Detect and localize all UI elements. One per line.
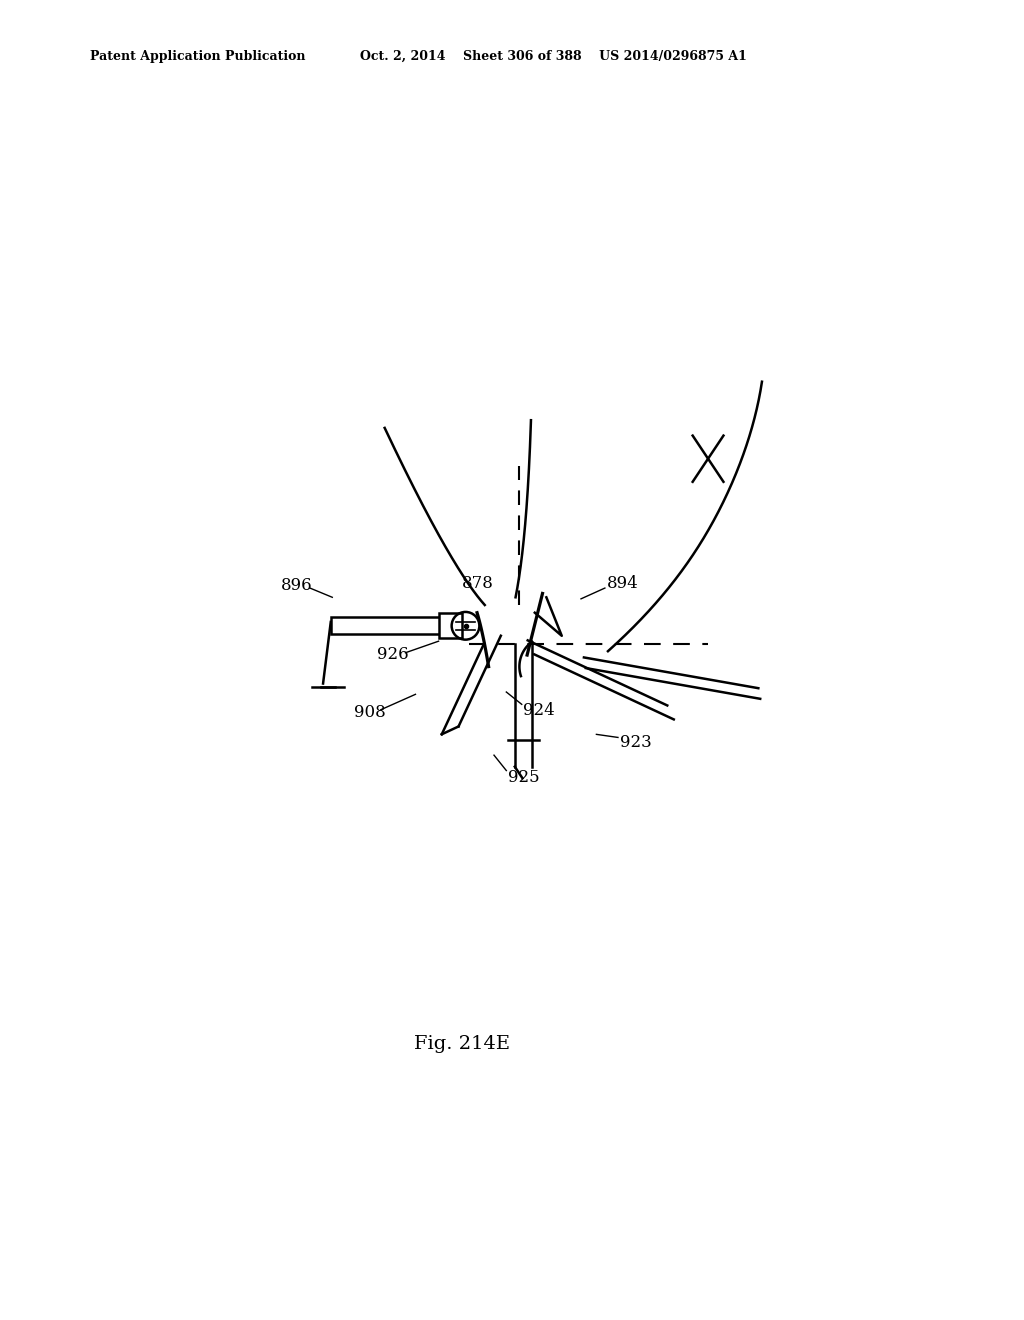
Text: 908: 908 <box>354 704 386 721</box>
Text: Oct. 2, 2014    Sheet 306 of 388    US 2014/0296875 A1: Oct. 2, 2014 Sheet 306 of 388 US 2014/02… <box>360 50 748 63</box>
Text: Fig. 214E: Fig. 214E <box>414 1035 510 1053</box>
Text: Patent Application Publication: Patent Application Publication <box>90 50 305 63</box>
FancyBboxPatch shape <box>438 614 462 638</box>
Text: 878: 878 <box>462 576 494 593</box>
Text: 923: 923 <box>620 734 651 751</box>
Text: 925: 925 <box>508 770 540 787</box>
Text: 926: 926 <box>377 645 409 663</box>
Text: 896: 896 <box>281 577 312 594</box>
Text: 894: 894 <box>606 576 638 593</box>
FancyBboxPatch shape <box>331 618 442 635</box>
Text: 924: 924 <box>523 702 555 719</box>
